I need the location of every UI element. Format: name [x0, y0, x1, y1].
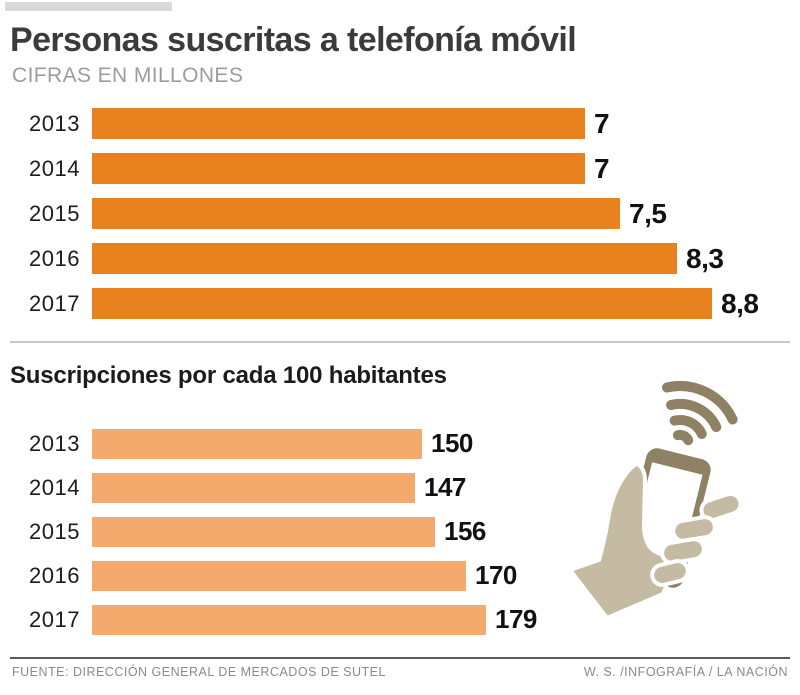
value-label: 156 — [444, 516, 486, 546]
year-label: 2017 — [29, 290, 80, 316]
chart-row: 2013 150 — [0, 428, 800, 459]
source-credit: FUENTE: DIRECCIÓN GENERAL DE MERCADOS DE… — [12, 665, 386, 679]
chart-row: 2013 7 — [0, 108, 800, 139]
footer-divider — [10, 657, 790, 659]
chart-row: 2016 170 — [0, 560, 800, 591]
signal-waves-icon — [662, 381, 738, 446]
value-label: 7 — [594, 152, 610, 184]
chart-row: 2017 8,8 — [0, 288, 800, 319]
bar — [92, 198, 620, 229]
value-label: 8,3 — [686, 242, 724, 274]
year-label: 2017 — [29, 606, 80, 632]
chart-row: 2016 8,3 — [0, 243, 800, 274]
fingers-icon — [650, 491, 743, 587]
hand-holding-phone-icon — [560, 380, 800, 660]
chart-row: 2017 179 — [0, 604, 800, 635]
chart-per-100-inhabitants: 2013 150 2014 147 2015 156 2016 170 2017 179 — [0, 428, 800, 648]
bar — [92, 428, 422, 459]
bar — [92, 516, 435, 547]
hand-icon — [566, 461, 743, 621]
value-label: 179 — [495, 604, 537, 634]
bar — [92, 153, 585, 184]
year-label: 2016 — [29, 562, 80, 588]
bar — [92, 243, 677, 274]
year-label: 2014 — [29, 155, 80, 181]
chart-millions-subtitle: CIFRAS EN MILLONES — [12, 64, 244, 87]
bar — [92, 560, 466, 591]
hand-phone-svg — [566, 381, 743, 621]
bar — [92, 604, 486, 635]
bar — [92, 108, 585, 139]
value-label: 150 — [431, 428, 473, 458]
value-label: 8,8 — [721, 287, 759, 319]
value-label: 170 — [475, 560, 517, 590]
top-accent-bar — [5, 2, 172, 11]
chart-row: 2014 7 — [0, 153, 800, 184]
chart-row: 2014 147 — [0, 472, 800, 503]
chart-row: 2015 7,5 — [0, 198, 800, 229]
year-label: 2013 — [29, 430, 80, 456]
year-label: 2015 — [29, 200, 80, 226]
page-title: Personas suscritas a telefonía móvil — [10, 21, 577, 59]
value-label: 7 — [594, 107, 610, 139]
bar — [92, 472, 415, 503]
value-label: 7,5 — [629, 197, 667, 229]
section2-title: Suscripciones por cada 100 habitantes — [10, 362, 447, 389]
year-label: 2013 — [29, 110, 80, 136]
year-label: 2016 — [29, 245, 80, 271]
chart-row: 2015 156 — [0, 516, 800, 547]
section-divider — [10, 341, 790, 343]
author-credit: W. S. /INFOGRAFÍA / LA NACIÓN — [583, 665, 788, 679]
year-label: 2014 — [29, 474, 80, 500]
bar — [92, 288, 712, 319]
chart-millions: 2013 7 2014 7 2015 7,5 2016 8,3 2017 8,8 — [0, 108, 800, 333]
year-label: 2015 — [29, 518, 80, 544]
value-label: 147 — [424, 472, 466, 502]
